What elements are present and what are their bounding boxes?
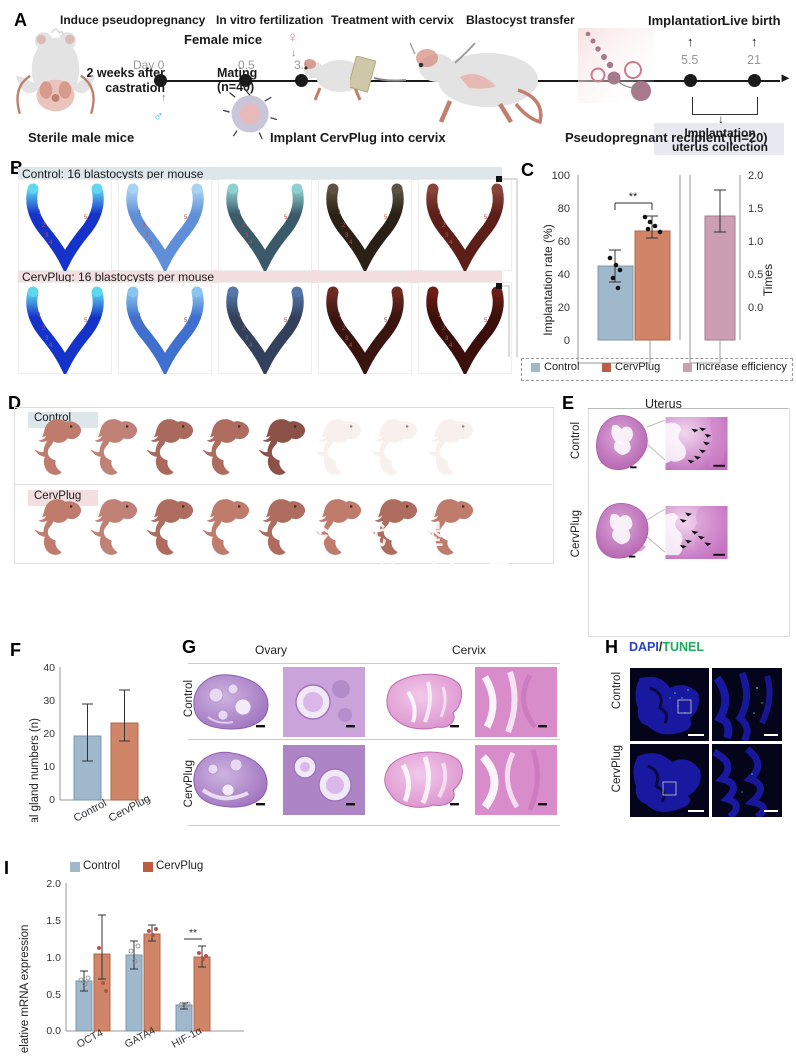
svg-text:30: 30 <box>43 695 55 707</box>
svg-text:**: ** <box>189 928 197 939</box>
svg-text:0: 0 <box>564 335 570 347</box>
svg-text:2.0: 2.0 <box>46 879 61 890</box>
svg-text:20: 20 <box>558 302 570 314</box>
svg-text:0: 0 <box>49 794 55 806</box>
svg-text:2.0: 2.0 <box>748 170 763 182</box>
svg-text:1.0: 1.0 <box>748 236 763 248</box>
svg-text:1.5: 1.5 <box>46 915 61 927</box>
svg-text:1.5: 1.5 <box>748 203 763 215</box>
svg-text:0.0: 0.0 <box>748 302 763 314</box>
svg-text:1.0: 1.0 <box>46 952 61 964</box>
svg-text:Implantation rate (%): Implantation rate (%) <box>541 224 555 335</box>
svg-text:10: 10 <box>43 761 55 773</box>
svg-text:0.0: 0.0 <box>46 1025 61 1037</box>
svg-text:100: 100 <box>552 170 570 182</box>
svg-text:60: 60 <box>558 236 570 248</box>
svg-text:0.5: 0.5 <box>46 989 61 1001</box>
svg-text:20: 20 <box>43 728 55 740</box>
svg-text:Times: Times <box>761 264 775 296</box>
svg-text:Control: Control <box>72 797 109 822</box>
svg-text:Endometrial gland numbers (n): Endometrial gland numbers (n) <box>29 718 41 822</box>
svg-text:80: 80 <box>558 203 570 215</box>
svg-text:**: ** <box>629 191 638 203</box>
svg-text:Relative mRNA expression: Relative mRNA expression <box>19 925 31 1054</box>
svg-text:40: 40 <box>43 662 55 674</box>
svg-text:40: 40 <box>558 269 570 281</box>
